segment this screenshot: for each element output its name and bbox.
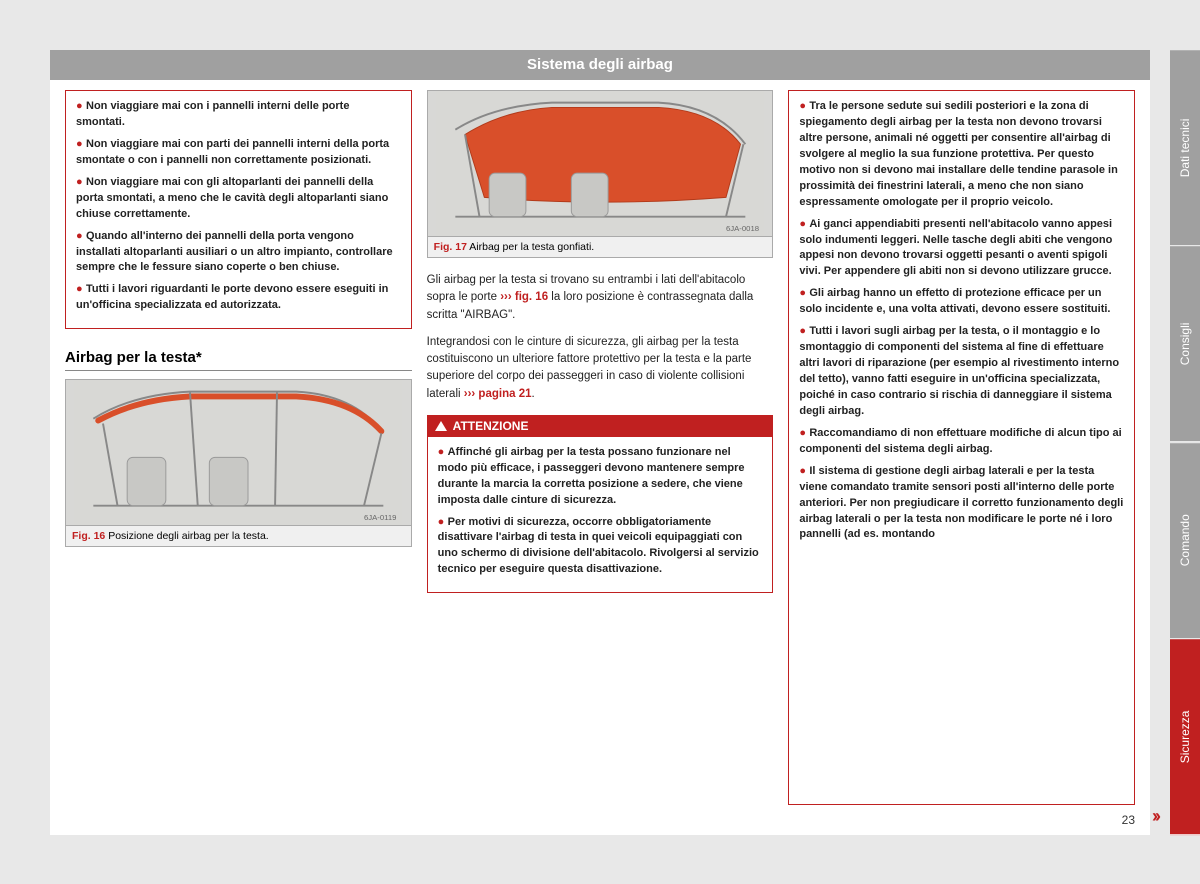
column-right: ●Tra le persone sedute sui sedili poster… [788, 90, 1135, 805]
bullet: ●Tutti i lavori sugli airbag per la test… [799, 324, 1124, 420]
bullet: ●Non viaggiare mai con parti dei pannell… [76, 137, 401, 169]
attenzione-block: ATTENZIONE ●Affinché gli airbag per la t… [427, 415, 774, 594]
divider [65, 370, 412, 371]
figure-label: Fig. 17 Airbag per la testa gonfiati. [428, 236, 773, 257]
attenzione-header: ATTENZIONE [427, 415, 774, 437]
fig-caption: Posizione degli airbag per la testa. [108, 530, 269, 542]
page-reference: ››› pagina 21 [464, 388, 532, 400]
bullet: ●Gli airbag hanno un effetto di protezio… [799, 286, 1124, 318]
fig-code: 6JA-0119 [364, 513, 396, 522]
figure-label: Fig. 16 Posizione degli airbag per la te… [66, 525, 411, 546]
manual-page: Sistema degli airbag ●Non viaggiare mai … [50, 50, 1150, 835]
fig17-illustration: 6JA-0018 [428, 91, 773, 236]
paragraph: Integrandosi con le cinture di sicurezza… [427, 334, 774, 403]
bullet: ●Quando all'interno dei pannelli della p… [76, 229, 401, 277]
bullet: ●Tutti i lavori riguardanti le porte dev… [76, 282, 401, 314]
tab-comando[interactable]: Comando [1170, 443, 1200, 639]
warning-box-left: ●Non viaggiare mai con i pannelli intern… [65, 90, 412, 329]
bullet: ●Affinché gli airbag per la testa possan… [438, 445, 763, 509]
bullet: ●Non viaggiare mai con i pannelli intern… [76, 99, 401, 131]
bullet: ●Tra le persone sedute sui sedili poster… [799, 99, 1124, 211]
page-number: 23 [1122, 813, 1135, 827]
attenzione-label: ATTENZIONE [453, 419, 529, 433]
content-columns: ●Non viaggiare mai con i pannelli intern… [65, 90, 1135, 805]
fig-num: Fig. 17 [434, 241, 467, 253]
page-title: Sistema degli airbag [527, 56, 673, 73]
fig-code: 6JA-0018 [726, 224, 759, 233]
column-left: ●Non viaggiare mai con i pannelli intern… [65, 90, 412, 805]
continuation-marks: ›› [1152, 806, 1158, 827]
fig16-illustration: 6JA-0119 [66, 380, 411, 525]
warning-box-right: ●Tra le persone sedute sui sedili poster… [788, 90, 1135, 805]
fig-reference: ››› fig. 16 [500, 291, 548, 303]
bullet: ●Non viaggiare mai con gli altoparlanti … [76, 175, 401, 223]
fig-num: Fig. 16 [72, 530, 105, 542]
paragraph: Gli airbag per la testa si trovano su en… [427, 272, 774, 324]
bullet: ●Per motivi di sicurezza, occorre obblig… [438, 515, 763, 579]
bullet: ●Raccomandiamo di non effettuare modific… [799, 426, 1124, 458]
warning-icon [435, 421, 447, 431]
attenzione-body: ●Affinché gli airbag per la testa possan… [427, 437, 774, 594]
column-middle: 6JA-0018 Fig. 17 Airbag per la testa gon… [427, 90, 774, 805]
bullet: ●Ai ganci appendiabiti presenti nell'abi… [799, 217, 1124, 281]
side-tabs: Dati tecnici Consigli Comando Sicurezza [1170, 50, 1200, 835]
section-title: Airbag per la testa* [65, 349, 412, 366]
page-title-bar: Sistema degli airbag [50, 50, 1150, 80]
tab-consigli[interactable]: Consigli [1170, 246, 1200, 442]
tab-dati-tecnici[interactable]: Dati tecnici [1170, 50, 1200, 246]
fig-caption: Airbag per la testa gonfiati. [469, 241, 594, 253]
tab-sicurezza[interactable]: Sicurezza [1170, 639, 1200, 835]
figure-17: 6JA-0018 Fig. 17 Airbag per la testa gon… [427, 90, 774, 258]
bullet: ●Il sistema di gestione degli airbag lat… [799, 464, 1124, 544]
figure-16: 6JA-0119 Fig. 16 Posizione degli airbag … [65, 379, 412, 547]
